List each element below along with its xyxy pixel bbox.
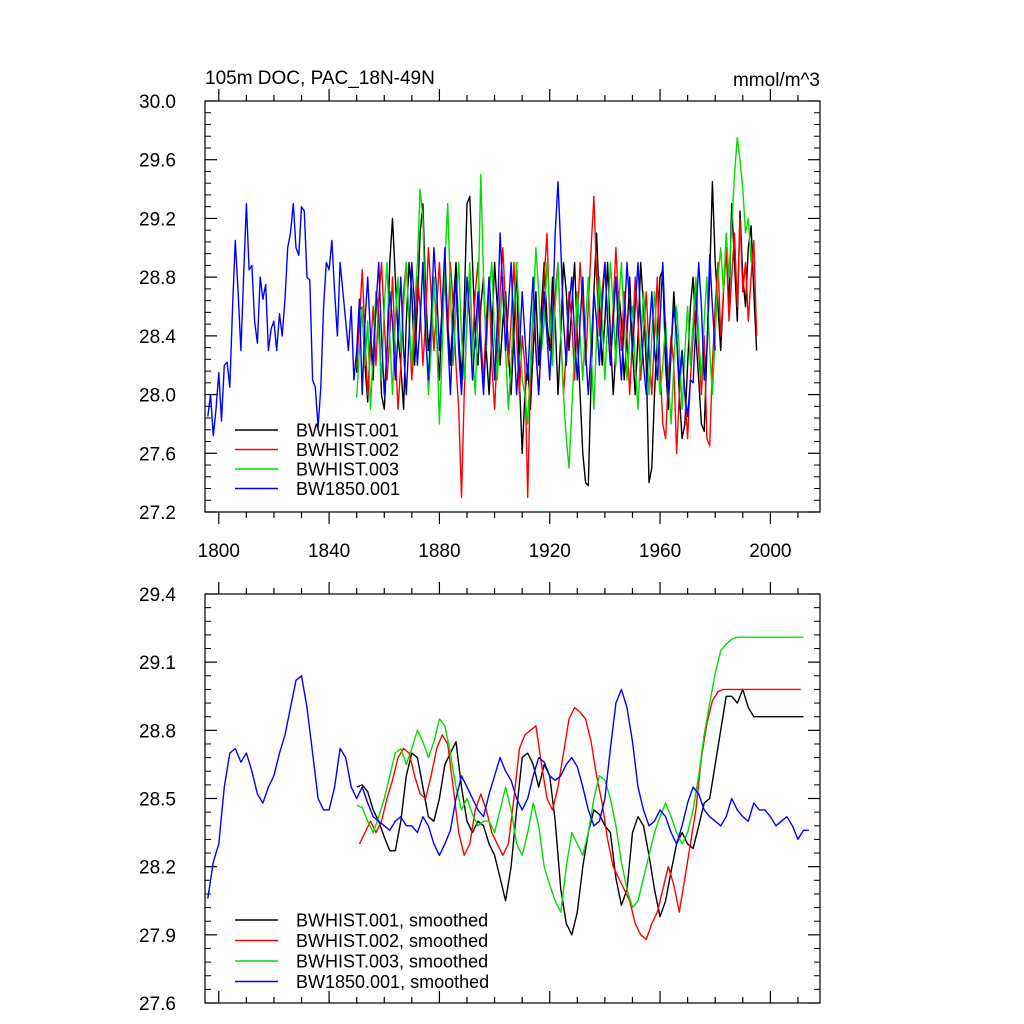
y-tick-label: 28.0 [139, 386, 176, 407]
series-line-3 [356, 136, 752, 469]
y-tick-label: 29.1 [139, 653, 176, 674]
legend-label: BWHIST.001 [296, 421, 399, 441]
x-tick-label: 1800 [198, 541, 240, 562]
chart-title: 105m DOC, PAC_18N-49N [205, 68, 435, 89]
y-tick-label: 27.6 [139, 994, 176, 1015]
x-tick-label: 1960 [639, 541, 681, 562]
y-tick-label: 28.5 [139, 790, 176, 811]
plot-frame [204, 100, 821, 513]
x-tick-label: 1880 [418, 541, 460, 562]
series-line-1 [356, 180, 758, 487]
legend-label: BWHIST.002 [296, 440, 399, 460]
series-line-1 [356, 688, 804, 936]
x-tick-label: 1840 [308, 541, 350, 562]
y-tick-label: 28.8 [139, 268, 176, 289]
y-tick-label: 29.2 [139, 209, 176, 230]
y-tick-label: 29.4 [139, 585, 176, 606]
series-line-4 [207, 675, 809, 899]
y-tick-label: 27.9 [139, 926, 176, 947]
series-line-3 [356, 636, 804, 913]
y-tick-label: 29.6 [139, 151, 176, 172]
units-label: mmol/m^3 [733, 70, 820, 91]
y-tick-label: 27.6 [139, 444, 176, 465]
series-line-4 [207, 180, 716, 437]
legend-label: BWHIST.003 [296, 460, 399, 480]
y-tick-label: 28.8 [139, 721, 176, 742]
legend-label: BWHIST.002, smoothed [296, 931, 488, 951]
y-tick-label: 27.2 [139, 503, 176, 524]
x-tick-label: 1920 [529, 541, 571, 562]
legend-label: BW1850.001, smoothed [296, 972, 489, 992]
top-panel: 105m DOC, PAC_18N-49N mmol/m^3 27.2 27.6 2… [139, 68, 821, 562]
series-line-2 [358, 688, 801, 941]
y-tick-label: 28.4 [139, 327, 176, 348]
y-tick-label: 28.2 [139, 858, 176, 879]
bottom-panel: 27.6 27.9 28.2 28.5 28.8 29.1 29.4 BWHIST.001, … [139, 582, 821, 1015]
legend-label: BW1850.001 [296, 479, 400, 499]
legend-label: BWHIST.003, smoothed [296, 952, 488, 972]
legend-label: BWHIST.001, smoothed [296, 911, 488, 931]
x-tick-label: 2000 [749, 541, 791, 562]
y-tick-label: 30.0 [139, 92, 176, 113]
